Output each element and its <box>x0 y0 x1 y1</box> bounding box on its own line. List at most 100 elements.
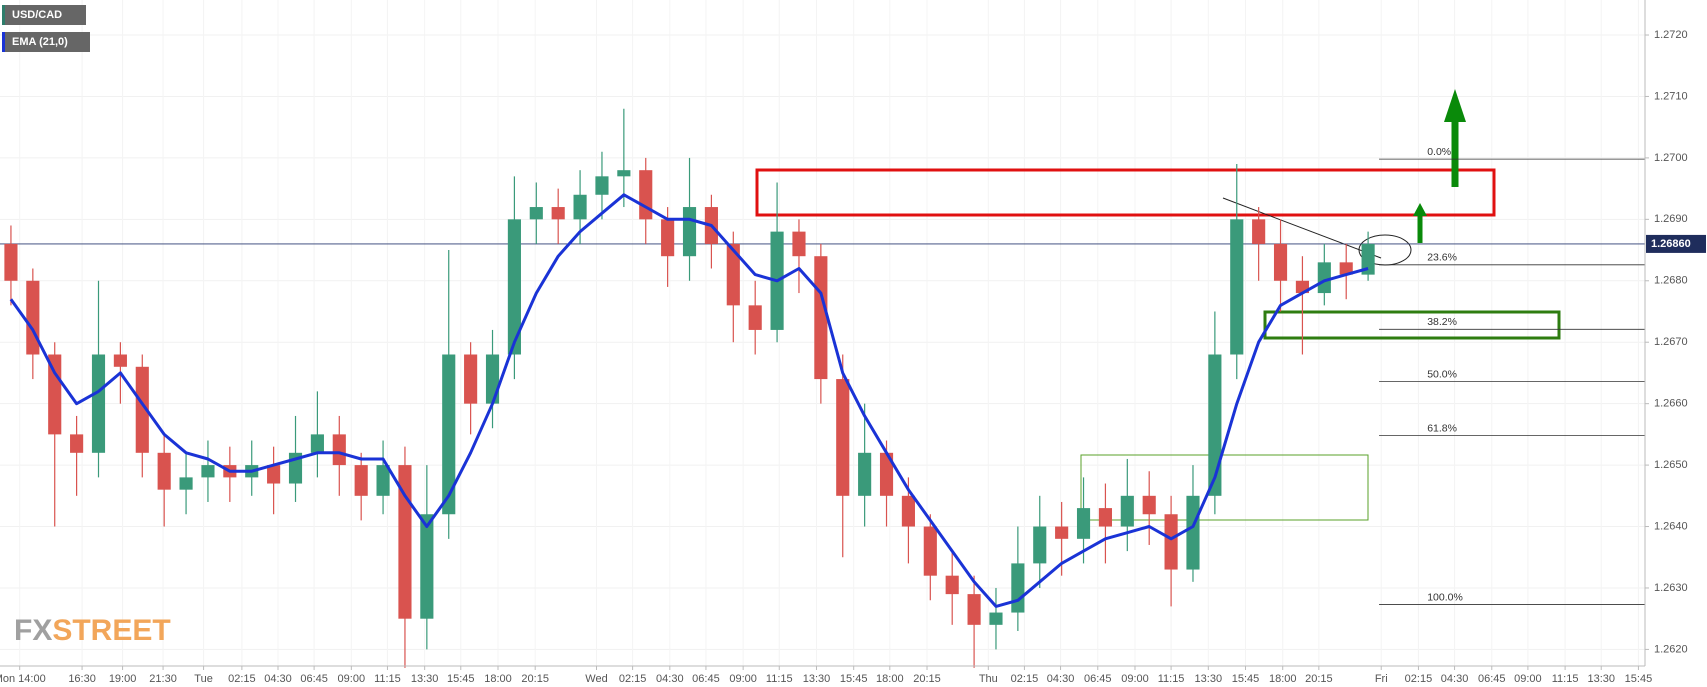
candle-body <box>529 207 543 220</box>
x-tick-label: 20:15 <box>913 673 941 685</box>
candle-body <box>26 280 40 355</box>
candle-body <box>1361 243 1375 275</box>
candle-body <box>551 207 565 220</box>
x-tick-label: Mon 14:00 <box>0 673 46 685</box>
x-tick-label: 02:15 <box>619 673 647 685</box>
x-tick-label: 11:15 <box>374 673 401 685</box>
candle-body <box>1230 219 1244 355</box>
candle-body <box>1186 495 1200 570</box>
y-tick-label: 1.2700 <box>1654 152 1688 164</box>
candle-body <box>748 305 762 330</box>
x-tick-label: 13:30 <box>803 673 831 685</box>
arrow-head <box>1413 203 1427 216</box>
x-tick-label: 13:30 <box>1587 673 1615 685</box>
candle-body <box>1273 243 1288 281</box>
x-tick-label: 18:00 <box>484 673 512 685</box>
candle-body <box>1164 514 1178 570</box>
x-tick-label: 13:30 <box>411 673 439 685</box>
x-tick-label: 11:15 <box>1158 673 1185 685</box>
fib-level-label: 38.2% <box>1427 316 1457 328</box>
candle-body <box>398 465 412 619</box>
x-tick-label: 16:30 <box>68 673 96 685</box>
x-tick-label: 09:00 <box>729 673 757 685</box>
candle-body <box>1055 526 1069 539</box>
fib-level-label: 61.8% <box>1427 422 1457 434</box>
watermark-part: STREET <box>52 614 170 647</box>
x-tick-label: Wed <box>585 673 607 685</box>
candle-body <box>726 243 740 306</box>
y-tick-label: 1.2630 <box>1654 582 1688 594</box>
x-tick-label: 18:00 <box>876 673 904 685</box>
candle-body <box>1252 219 1266 244</box>
candle-body <box>1339 262 1353 275</box>
candle-body <box>507 219 521 355</box>
candle-body <box>1142 495 1156 515</box>
range-box <box>1080 454 1369 521</box>
candle-body <box>989 612 1003 625</box>
arrows <box>1413 89 1466 243</box>
annotations <box>755 89 1561 521</box>
candle-body <box>814 256 828 380</box>
trend-line <box>1222 197 1382 259</box>
candle-body <box>267 465 281 484</box>
y-tick-label: 1.2710 <box>1654 90 1688 102</box>
support-box <box>1263 310 1561 340</box>
candle-body <box>923 526 937 576</box>
legend-label: EMA (21,0) <box>12 36 68 48</box>
candle-body <box>1120 495 1134 527</box>
y-tick-label: 1.2720 <box>1654 29 1688 41</box>
candle-body <box>1033 526 1047 564</box>
x-tick-label: 20:15 <box>1305 673 1333 685</box>
candle-body <box>91 354 106 453</box>
x-tick-label: 13:30 <box>1195 673 1223 685</box>
legend-label: USD/CAD <box>12 9 62 21</box>
x-tick-label: Fri <box>1375 673 1388 685</box>
x-tick-label: 09:00 <box>1121 673 1149 685</box>
x-tick-label: 11:15 <box>766 673 793 685</box>
y-tick-label: 1.2680 <box>1654 275 1688 287</box>
x-tick-label: 06:45 <box>1478 673 1506 685</box>
x-tick-label: 15:45 <box>840 673 868 685</box>
legend-box <box>2 32 90 52</box>
y-tick-label: 1.2690 <box>1654 213 1688 225</box>
x-tick-label: Thu <box>979 673 998 685</box>
resistance-box <box>755 168 1496 217</box>
x-tick-label: 11:15 <box>1552 673 1579 685</box>
candle-body <box>376 465 390 496</box>
candle-body <box>354 465 368 496</box>
x-tick-label: 02:15 <box>1405 673 1433 685</box>
candle-body <box>1208 354 1222 496</box>
candle-body <box>639 170 653 220</box>
candle-body <box>1098 508 1112 527</box>
x-tick-label: 04:30 <box>656 673 684 685</box>
candle-body <box>573 194 587 220</box>
x-tick-label: 06:45 <box>1084 673 1112 685</box>
candle-body <box>1076 508 1091 539</box>
legend: USD/CAD EMA (21,0) <box>2 5 90 52</box>
candle-body <box>901 495 915 527</box>
candle-body <box>442 354 456 515</box>
candle-body <box>420 514 434 619</box>
watermark-part: FX <box>14 614 52 647</box>
legend-box <box>2 5 86 25</box>
x-tick-label: 04:30 <box>1441 673 1469 685</box>
candle-body <box>682 207 697 257</box>
candle-body <box>70 434 84 453</box>
candle-body <box>310 434 324 453</box>
x-tick-label: 04:30 <box>1047 673 1075 685</box>
candle-body <box>792 231 806 257</box>
candle-body <box>113 354 127 367</box>
candle-body <box>135 366 149 453</box>
y-tick-label: 1.2620 <box>1654 643 1688 655</box>
candle-body <box>485 354 500 404</box>
x-tick-label: 21:30 <box>149 673 177 685</box>
fib-level-label: 100.0% <box>1427 591 1463 603</box>
ema-line <box>9 193 1369 608</box>
arrow-head <box>1444 89 1466 122</box>
candle-body <box>1011 563 1025 613</box>
x-tick-label: 15:45 <box>447 673 475 685</box>
candle-body <box>595 176 609 195</box>
x-tick-label: 02:15 <box>1011 673 1039 685</box>
candle-body <box>967 594 981 625</box>
